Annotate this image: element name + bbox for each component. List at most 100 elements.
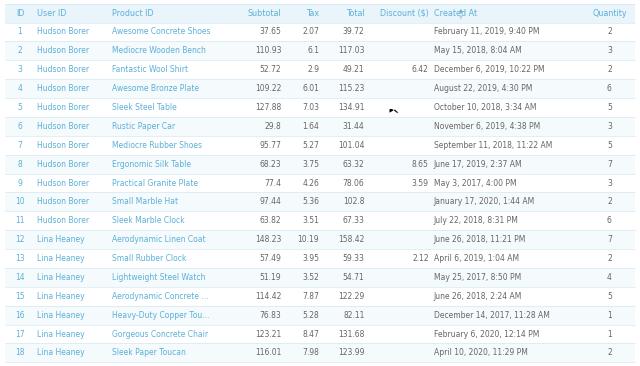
Text: February 11, 2019, 9:40 PM: February 11, 2019, 9:40 PM [434,27,540,37]
Text: 5: 5 [607,103,612,112]
Text: 59.33: 59.33 [342,254,364,263]
Text: 95.77: 95.77 [260,141,282,150]
Text: 12: 12 [15,235,25,244]
Text: Sleek Marble Clock: Sleek Marble Clock [112,216,184,225]
Text: Hudson Borer: Hudson Borer [38,103,90,112]
Text: 134.91: 134.91 [338,103,364,112]
Text: 123.99: 123.99 [338,348,364,358]
Text: 15: 15 [15,292,25,301]
Text: 3: 3 [607,122,612,131]
Text: Hudson Borer: Hudson Borer [38,46,90,55]
Text: Mediocre Rubber Shoes: Mediocre Rubber Shoes [112,141,202,150]
Text: 2: 2 [18,46,22,55]
Text: Small Marble Hat: Small Marble Hat [112,197,178,206]
Text: 5: 5 [17,103,22,112]
Text: Hudson Borer: Hudson Borer [38,141,90,150]
Text: 51.19: 51.19 [260,273,282,282]
Text: 3.95: 3.95 [302,254,319,263]
Text: 4: 4 [607,273,612,282]
Text: August 22, 2019, 4:30 PM: August 22, 2019, 4:30 PM [434,84,532,93]
Text: December 14, 2017, 11:28 AM: December 14, 2017, 11:28 AM [434,311,550,320]
Text: Quantity: Quantity [592,8,627,18]
Text: Heavy-Duty Copper Tou...: Heavy-Duty Copper Tou... [112,311,209,320]
Text: 1: 1 [607,329,612,339]
Text: 115.23: 115.23 [338,84,364,93]
Text: 6: 6 [607,216,612,225]
Text: 2.07: 2.07 [302,27,319,37]
Bar [5,117,635,136]
Text: June 26, 2018, 11:21 PM: June 26, 2018, 11:21 PM [434,235,526,244]
Text: 122.29: 122.29 [338,292,364,301]
Text: 54.71: 54.71 [342,273,364,282]
Bar [5,173,635,193]
Text: 4.26: 4.26 [302,179,319,187]
Text: 3.59: 3.59 [412,179,429,187]
Text: 3.75: 3.75 [302,160,319,169]
Text: 7.98: 7.98 [302,348,319,358]
Text: 101.04: 101.04 [338,141,364,150]
Text: 114.42: 114.42 [255,292,282,301]
Text: April 10, 2020, 11:29 PM: April 10, 2020, 11:29 PM [434,348,527,358]
Text: Fantastic Wool Shirt: Fantastic Wool Shirt [112,65,188,74]
Bar [5,155,635,173]
Text: May 15, 2018, 8:04 AM: May 15, 2018, 8:04 AM [434,46,522,55]
Text: 2.12: 2.12 [412,254,429,263]
Text: 3: 3 [607,179,612,187]
Text: Rustic Paper Car: Rustic Paper Car [112,122,175,131]
Text: Sleek Paper Toucan: Sleek Paper Toucan [112,348,186,358]
Text: 13: 13 [15,254,25,263]
Text: Aerodynamic Concrete ...: Aerodynamic Concrete ... [112,292,209,301]
Text: Aerodynamic Linen Coat: Aerodynamic Linen Coat [112,235,205,244]
Text: Lina Heaney: Lina Heaney [38,292,85,301]
Bar [5,211,635,230]
Text: ▼: ▼ [460,14,463,19]
Text: 3: 3 [607,46,612,55]
Text: 57.49: 57.49 [260,254,282,263]
Text: 102.8: 102.8 [343,197,364,206]
Text: April 6, 2019, 1:04 AM: April 6, 2019, 1:04 AM [434,254,519,263]
Text: 8.65: 8.65 [412,160,429,169]
Bar [5,325,635,343]
Text: Lina Heaney: Lina Heaney [38,235,85,244]
Text: 2: 2 [607,197,612,206]
Text: 6.1: 6.1 [307,46,319,55]
Text: 6.01: 6.01 [302,84,319,93]
Text: Sleek Steel Table: Sleek Steel Table [112,103,177,112]
Bar [5,60,635,79]
Text: May 25, 2017, 8:50 PM: May 25, 2017, 8:50 PM [434,273,521,282]
Text: 110.93: 110.93 [255,46,282,55]
Text: 37.65: 37.65 [260,27,282,37]
Text: 3.51: 3.51 [302,216,319,225]
Bar [5,136,635,155]
Text: Hudson Borer: Hudson Borer [38,84,90,93]
Text: 7: 7 [607,235,612,244]
Text: 29.8: 29.8 [265,122,282,131]
Text: 158.42: 158.42 [338,235,364,244]
Bar [5,306,635,325]
Text: Lightweight Steel Watch: Lightweight Steel Watch [112,273,205,282]
Text: 1.64: 1.64 [302,122,319,131]
Bar [5,4,635,23]
Text: 16: 16 [15,311,25,320]
Text: 9: 9 [17,179,22,187]
Bar [5,249,635,268]
Text: ▲: ▲ [460,7,463,12]
Text: 8.47: 8.47 [302,329,319,339]
Text: 2: 2 [607,27,612,37]
Text: Hudson Borer: Hudson Borer [38,65,90,74]
Text: 7.87: 7.87 [302,292,319,301]
Text: 5: 5 [607,141,612,150]
Text: May 3, 2017, 4:00 PM: May 3, 2017, 4:00 PM [434,179,516,187]
Text: 109.22: 109.22 [255,84,282,93]
Text: Small Rubber Clock: Small Rubber Clock [112,254,186,263]
Bar [5,193,635,211]
Text: ID: ID [16,8,24,18]
Text: Hudson Borer: Hudson Borer [38,179,90,187]
Text: 131.68: 131.68 [338,329,364,339]
Text: 18: 18 [15,348,25,358]
Text: Hudson Borer: Hudson Borer [38,27,90,37]
Text: 4: 4 [17,84,22,93]
Bar [5,23,635,41]
Text: Practical Granite Plate: Practical Granite Plate [112,179,198,187]
Bar [5,343,635,362]
